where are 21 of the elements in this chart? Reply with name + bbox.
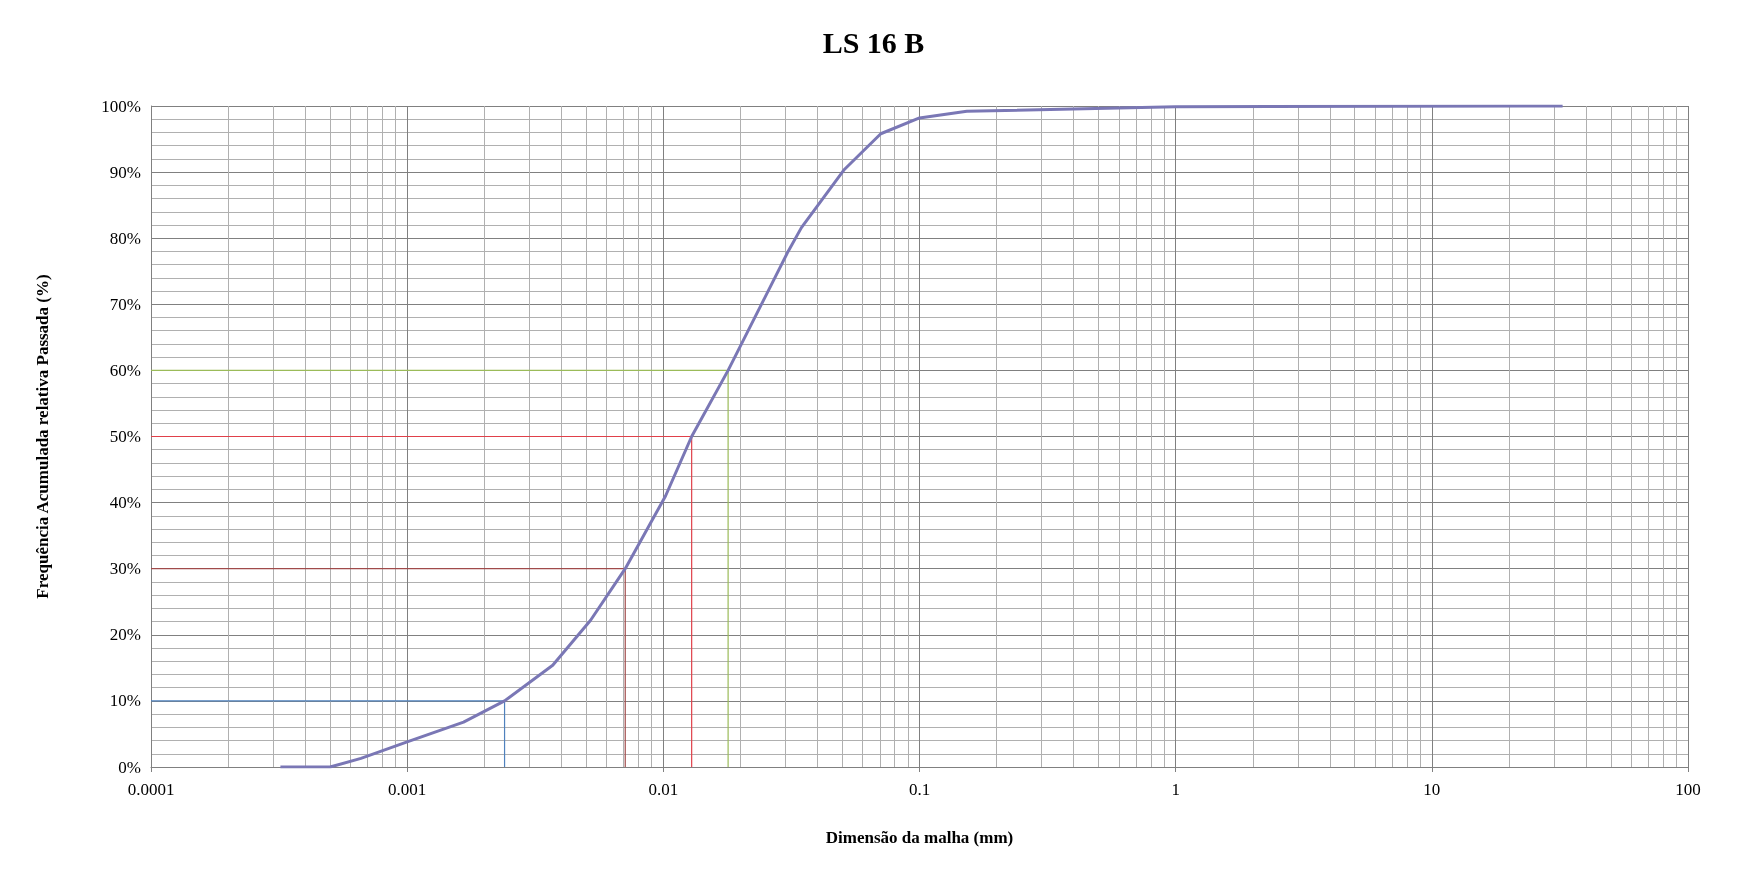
x-tick-label: 100 xyxy=(1675,780,1701,799)
y-tick-label: 30% xyxy=(109,559,141,579)
y-tick-label: 70% xyxy=(109,294,141,314)
x-tick-label: 0.01 xyxy=(648,780,679,799)
chart-title: LS 16 B xyxy=(822,25,925,59)
y-tick-label: 50% xyxy=(109,427,141,446)
y-tick-label: 40% xyxy=(109,493,141,513)
y-tick-label: 20% xyxy=(109,625,141,645)
y-tick-label: 60% xyxy=(109,360,141,380)
y-tick-label: 90% xyxy=(109,162,141,182)
y-tick-label: 0% xyxy=(118,757,141,777)
x-tick-label: 0.1 xyxy=(908,780,931,799)
y-tick-label: 100% xyxy=(101,96,141,116)
y-tick-label: 80% xyxy=(109,228,141,248)
y-axis-title: Frequência Acumulada relativa Passada (%) xyxy=(33,274,52,599)
x-tick-label: 1 xyxy=(1171,780,1180,799)
x-tick-label: 10 xyxy=(1423,780,1441,799)
x-tick-label: 0.001 xyxy=(388,780,427,799)
y-tick-label: 10% xyxy=(109,691,141,711)
x-axis-title: Dimensão da malha (mm) xyxy=(825,828,1014,847)
x-tick-label: 0.0001 xyxy=(127,780,175,799)
